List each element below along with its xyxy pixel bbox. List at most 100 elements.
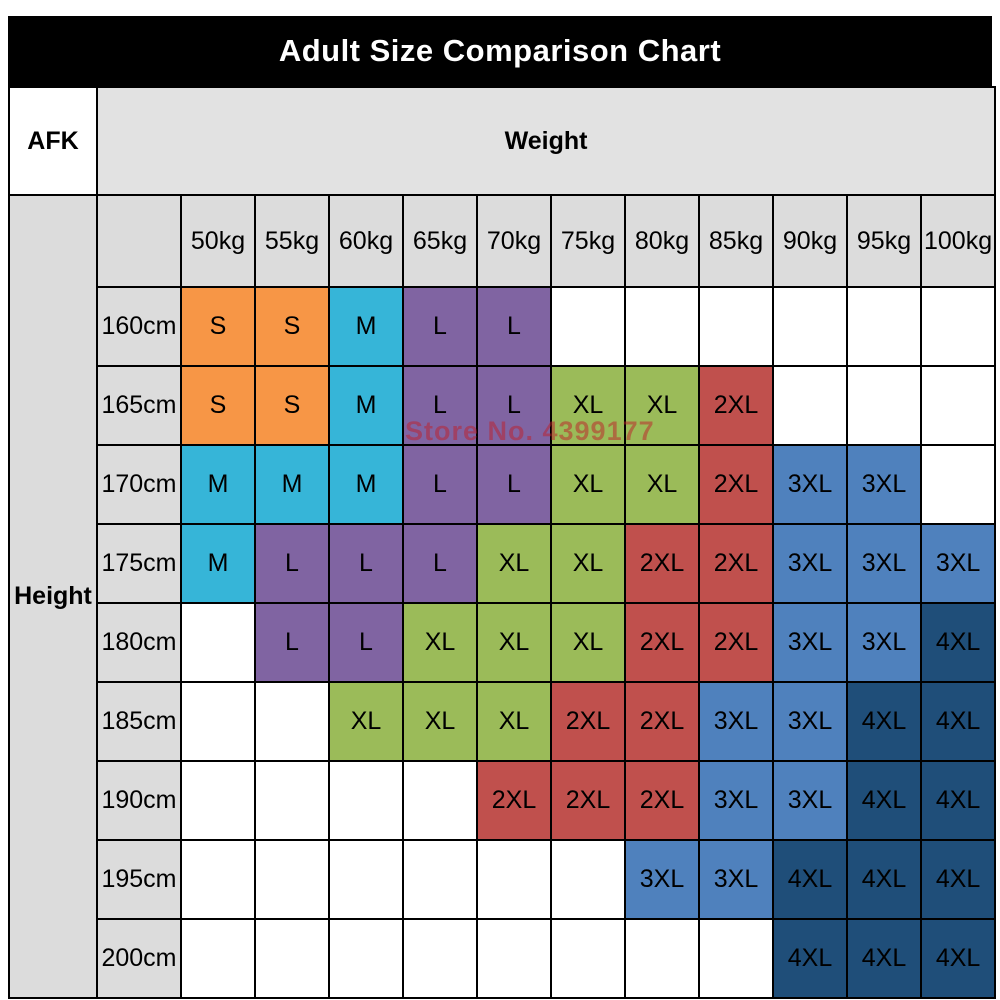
empty-cell xyxy=(624,286,700,367)
size-cell: L xyxy=(402,365,478,446)
empty-cell xyxy=(180,681,256,762)
weight-col-header: 70kg xyxy=(476,194,552,288)
size-cell: 4XL xyxy=(772,839,848,920)
size-cell: 3XL xyxy=(846,602,922,683)
size-cell: 2XL xyxy=(624,602,700,683)
size-cell: XL xyxy=(550,444,626,525)
size-row: 180cm L L XL XL XL 2XL 2XL 3XL 3XL 4XL xyxy=(9,602,997,683)
empty-cell xyxy=(550,286,626,367)
weight-col-header: 75kg xyxy=(550,194,626,288)
size-cell: 3XL xyxy=(772,523,848,604)
blank-header-cell xyxy=(96,194,182,288)
empty-cell xyxy=(772,286,848,367)
weight-col-header: 95kg xyxy=(846,194,922,288)
size-cell: 3XL xyxy=(772,444,848,525)
size-cell: 4XL xyxy=(919,681,997,762)
size-cell: 3XL xyxy=(846,523,922,604)
size-cell: 3XL xyxy=(919,523,997,604)
size-row: 175cm M L L L XL XL 2XL 2XL 3XL 3XL 3XL xyxy=(9,523,997,604)
size-table-body: AFK Weight Height 50kg 55kg 60kg 65kg 70kg 75kg 8… xyxy=(8,86,997,999)
weight-header: Weight xyxy=(95,86,997,196)
height-row-header: 175cm xyxy=(96,523,182,604)
weight-col-header: 100kg xyxy=(919,194,997,288)
weight-col-header: 80kg xyxy=(624,194,700,288)
size-cell: S xyxy=(254,365,330,446)
size-cell: XL xyxy=(550,602,626,683)
weight-col-header: 85kg xyxy=(698,194,774,288)
size-table: AFK Weight Height 50kg 55kg 60kg 65kg 70kg 75kg 8… xyxy=(8,86,997,999)
height-row-header: 195cm xyxy=(96,839,182,920)
size-cell: 3XL xyxy=(624,839,700,920)
size-cell: L xyxy=(476,365,552,446)
empty-cell xyxy=(180,602,256,683)
empty-cell xyxy=(846,286,922,367)
size-row: 160cm S S M L L xyxy=(9,286,997,367)
size-cell: S xyxy=(180,365,256,446)
size-cell: 3XL xyxy=(846,444,922,525)
height-row-header: 180cm xyxy=(96,602,182,683)
empty-cell xyxy=(328,760,404,841)
weight-col-header: 60kg xyxy=(328,194,404,288)
weight-col-header: 65kg xyxy=(402,194,478,288)
empty-cell xyxy=(254,760,330,841)
empty-cell xyxy=(254,839,330,920)
chart-title: Adult Size Comparison Chart xyxy=(278,33,722,68)
size-cell: M xyxy=(328,444,404,525)
empty-cell xyxy=(624,918,700,999)
size-row: 200cm 4XL 4XL 4XL xyxy=(9,918,997,999)
size-cell: 4XL xyxy=(846,839,922,920)
height-row-header: 170cm xyxy=(96,444,182,525)
size-row: 165cm S S M L L XL XL 2XL xyxy=(9,365,997,446)
size-cell: L xyxy=(476,444,552,525)
size-cell: 4XL xyxy=(919,839,997,920)
size-cell: XL xyxy=(624,365,700,446)
empty-cell xyxy=(402,760,478,841)
empty-cell xyxy=(328,839,404,920)
size-cell: 2XL xyxy=(698,602,774,683)
size-cell: L xyxy=(328,602,404,683)
size-cell: L xyxy=(402,523,478,604)
empty-cell xyxy=(919,365,997,446)
size-cell: XL xyxy=(402,681,478,762)
size-cell: XL xyxy=(550,523,626,604)
size-cell: XL xyxy=(402,602,478,683)
empty-cell xyxy=(919,286,997,367)
empty-cell xyxy=(476,918,552,999)
size-cell: 2XL xyxy=(624,523,700,604)
size-cell: 2XL xyxy=(476,760,552,841)
empty-cell xyxy=(328,918,404,999)
empty-cell xyxy=(402,839,478,920)
size-cell: L xyxy=(254,602,330,683)
height-row-header: 165cm xyxy=(96,365,182,446)
size-row: 170cm M M M L L XL XL 2XL 3XL 3XL xyxy=(9,444,997,525)
size-cell: XL xyxy=(328,681,404,762)
size-cell: L xyxy=(254,523,330,604)
size-cell: 2XL xyxy=(624,760,700,841)
size-cell: XL xyxy=(476,602,552,683)
size-cell: M xyxy=(180,444,256,525)
empty-cell xyxy=(254,681,330,762)
empty-cell xyxy=(180,918,256,999)
size-cell: XL xyxy=(476,681,552,762)
size-cell: L xyxy=(476,286,552,367)
height-row-header: 185cm xyxy=(96,681,182,762)
height-row-header: 190cm xyxy=(96,760,182,841)
empty-cell xyxy=(698,918,774,999)
empty-cell xyxy=(550,839,626,920)
size-cell: 2XL xyxy=(698,444,774,525)
empty-cell xyxy=(180,839,256,920)
empty-cell xyxy=(919,444,997,525)
weight-col-header: 55kg xyxy=(254,194,330,288)
size-cell: 4XL xyxy=(919,602,997,683)
size-cell: 2XL xyxy=(698,365,774,446)
size-row: 185cm XL XL XL 2XL 2XL 3XL 3XL 4XL 4XL xyxy=(9,681,997,762)
empty-cell xyxy=(846,365,922,446)
size-cell: M xyxy=(328,365,404,446)
empty-cell xyxy=(698,286,774,367)
empty-cell xyxy=(402,918,478,999)
size-cell: XL xyxy=(550,365,626,446)
size-cell: 3XL xyxy=(698,839,774,920)
empty-cell xyxy=(550,918,626,999)
size-row: 190cm 2XL 2XL 2XL 3XL 3XL 4XL 4XL xyxy=(9,760,997,841)
